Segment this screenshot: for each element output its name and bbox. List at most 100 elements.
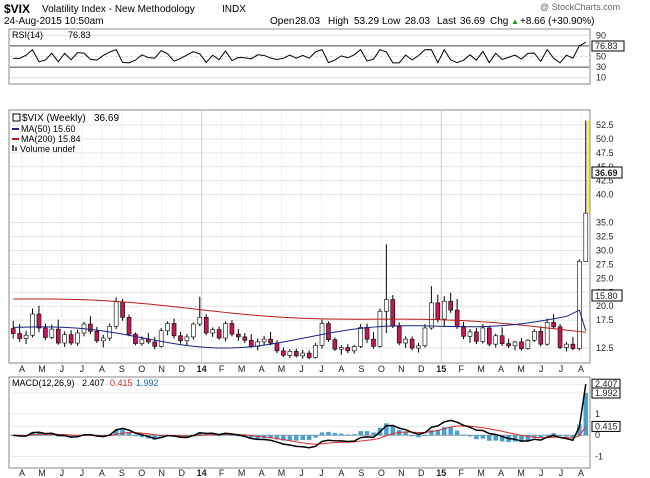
- time-tick-label: O: [138, 364, 145, 374]
- time-tick-label: J: [559, 364, 564, 374]
- candle: [197, 317, 203, 325]
- time-tick-label: J: [539, 364, 544, 374]
- time-tick-label-bottom: J: [60, 468, 65, 478]
- time-tick-label: S: [119, 364, 125, 374]
- macd-histogram: [10, 393, 589, 443]
- candle: [429, 302, 434, 329]
- macd-tick-label: 2.407: [595, 379, 618, 389]
- low-value: 28.03: [405, 16, 430, 27]
- time-tick-label: M: [278, 364, 286, 374]
- candle: [480, 327, 486, 342]
- candle: [396, 326, 402, 344]
- macd-histogram-bar: [351, 434, 357, 436]
- candle: [409, 338, 415, 349]
- candle: [384, 299, 389, 312]
- macd-histogram-bar: [281, 435, 286, 441]
- ma50-line: [13, 309, 587, 349]
- macd-histogram-bar: [49, 434, 55, 436]
- candle: [300, 352, 306, 357]
- macd-histogram-bar: [454, 430, 460, 436]
- rsi-line: [13, 41, 587, 64]
- time-tick-label-bottom: S: [119, 468, 125, 478]
- macd-hist-value: 1.992: [136, 378, 159, 388]
- macd-histogram-bar: [551, 433, 556, 436]
- macd-histogram-bar: [390, 425, 396, 436]
- chg-label: Chg: [490, 16, 508, 27]
- exchange-label: INDX: [222, 4, 246, 15]
- price-value: 36.69: [94, 113, 119, 124]
- candle: [113, 301, 119, 327]
- up-arrow-icon: ▲: [511, 17, 519, 26]
- macd-histogram-bar: [493, 435, 498, 441]
- candle: [178, 335, 183, 342]
- time-tick-label: 14: [197, 364, 207, 374]
- candle: [564, 343, 569, 348]
- candle: [416, 345, 421, 349]
- time-tick-label-bottom: A: [338, 468, 344, 478]
- candle: [377, 310, 383, 347]
- candle: [152, 341, 158, 347]
- macd-histogram-bar: [441, 427, 447, 436]
- candle: [158, 330, 164, 347]
- candle: [120, 301, 125, 318]
- candle: [403, 338, 408, 344]
- macd-histogram-bar: [139, 435, 145, 438]
- macd-histogram-bar: [570, 435, 576, 438]
- macd-histogram-bar: [544, 434, 550, 436]
- candle: [474, 331, 479, 342]
- time-tick-label-bottom: F: [458, 468, 464, 478]
- price-tick-label: 30.0: [596, 245, 614, 255]
- time-axis: A A M M J J J J A A S S O O N N D D 14 14 F F M M A A M M J J J J A A S S O O…: [19, 364, 584, 478]
- last-label: Last: [437, 16, 456, 27]
- macd-value: 2.407: [82, 378, 105, 388]
- rsi-value-tag: [591, 40, 625, 52]
- price-tick-label: 25.0: [596, 273, 614, 283]
- candle: [203, 317, 209, 334]
- price-label: $VIX (Weekly): [22, 113, 86, 124]
- macd-histogram-bar: [30, 432, 35, 436]
- candle: [55, 328, 61, 344]
- time-tick-label-bottom: N: [159, 468, 166, 478]
- ma-tag: [591, 289, 623, 302]
- price-panel: 52.550.047.545.042.540.035.032.530.027.5…: [8, 109, 623, 364]
- copyright-label: @ StockCharts.com: [540, 2, 620, 12]
- last-price-tag: [591, 166, 623, 179]
- time-tick-label-bottom: A: [99, 468, 105, 478]
- macd-panel-frame: [8, 376, 591, 469]
- candle: [10, 328, 16, 334]
- time-tick-label: D: [178, 364, 185, 374]
- macd-histogram-bar: [409, 435, 415, 437]
- candle: [538, 331, 544, 345]
- time-tick-label: M: [38, 364, 46, 374]
- candle: [467, 331, 473, 337]
- time-tick-label: S: [358, 364, 364, 374]
- candle: [332, 339, 338, 350]
- macd-histogram-bar: [326, 431, 331, 436]
- price-axis: 52.550.047.545.042.540.035.032.530.027.5…: [596, 120, 614, 353]
- price-tick-label: 20.0: [596, 301, 614, 311]
- candle: [43, 327, 48, 338]
- time-tick-label: F: [458, 364, 464, 374]
- instrument-name: Volatility Index - New Methodology: [42, 4, 195, 15]
- macd-histogram-bar: [564, 435, 569, 437]
- candle: [371, 338, 376, 347]
- ma200-legend: MA(200) 15.84: [21, 134, 81, 144]
- time-tick-label-bottom: J: [539, 468, 544, 478]
- time-tick-label: 15: [436, 364, 446, 374]
- macd-histogram-bar: [371, 432, 376, 436]
- time-tick-label: J: [299, 364, 304, 374]
- rsi-value-tag-text: 76.83: [595, 41, 618, 51]
- macd-histogram-bar: [519, 435, 524, 442]
- macd-histogram-bar: [487, 435, 492, 441]
- macd-histogram-bar: [216, 435, 222, 437]
- candle: [94, 331, 100, 342]
- time-tick-label: N: [398, 364, 405, 374]
- volume-legend: Volume undef: [20, 144, 76, 154]
- candle: [506, 343, 511, 347]
- macd-histogram-bar: [268, 435, 273, 439]
- last-price-tag-text: 36.69: [595, 168, 618, 178]
- rsi-axis: 9070503010: [596, 30, 606, 82]
- high-value: 53.29: [354, 16, 379, 27]
- candle: [435, 302, 441, 320]
- date-label: 24-Aug-2015 10:50am: [4, 16, 104, 27]
